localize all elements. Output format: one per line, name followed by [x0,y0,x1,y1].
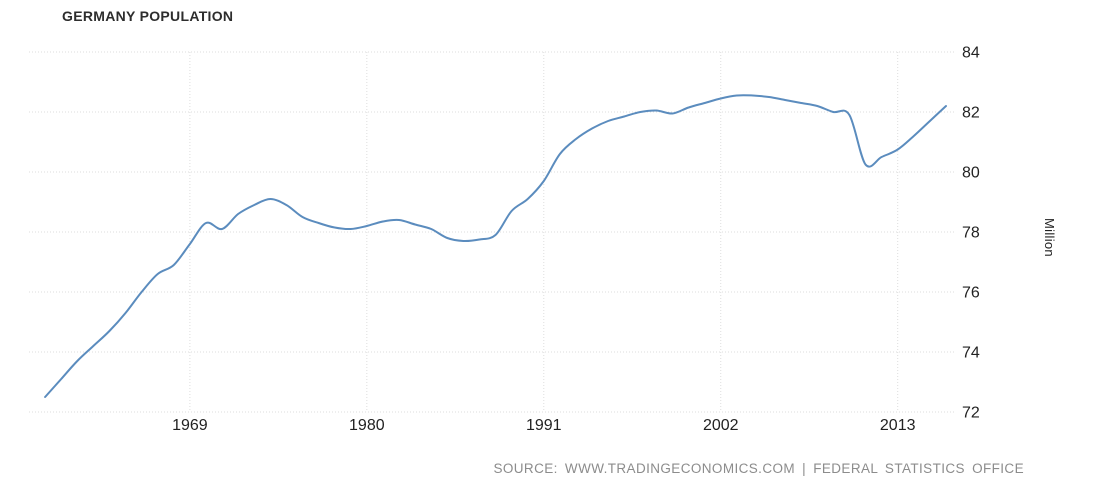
y-axis-tick-label: 80 [962,165,980,182]
chart-title: GERMANY POPULATION [62,8,234,24]
x-axis-tick-label: 1991 [526,417,562,434]
y-axis-tick-label: 72 [962,405,980,422]
source-attribution: SOURCE: WWW.TRADINGECONOMICS.COM | FEDER… [493,461,1024,476]
population-line [44,94,947,398]
y-axis-tick-label: 82 [962,105,980,122]
y-axis-tick-label: 76 [962,285,980,302]
y-axis-tick-label: 78 [962,225,980,242]
y-axis-tick-label: 84 [962,45,980,62]
x-axis-tick-label: 1969 [172,417,208,434]
y-axis-tick-label: 74 [962,345,980,362]
x-axis-tick-label: 2002 [703,417,739,434]
y-axis-title: Million [1042,218,1057,257]
x-axis-tick-label: 2013 [880,417,916,434]
x-axis-tick-label: 1980 [349,417,385,434]
